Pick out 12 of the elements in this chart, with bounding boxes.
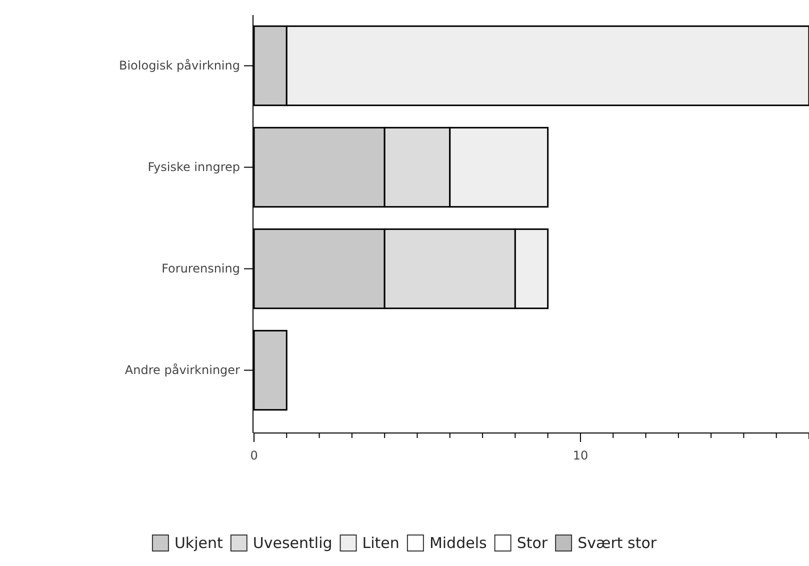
legend-label: Ukjent	[174, 534, 224, 552]
x-tick-label: 0	[250, 448, 258, 463]
y-tick-label: Forurensning	[162, 262, 240, 276]
legend-label: Middels	[429, 534, 487, 552]
legend-label: Uvesentlig	[252, 534, 332, 552]
legend-label: Stor	[516, 534, 548, 552]
y-tick-label: Andre påvirkninger	[124, 363, 240, 378]
legend-label: Svært stor	[578, 534, 658, 552]
x-tick-label: 10	[572, 448, 588, 463]
y-tick-label: Biologisk påvirkning	[118, 58, 240, 73]
y-tick-label: Fysiske inngrep	[148, 160, 240, 174]
legend-label: Liten	[362, 534, 400, 552]
